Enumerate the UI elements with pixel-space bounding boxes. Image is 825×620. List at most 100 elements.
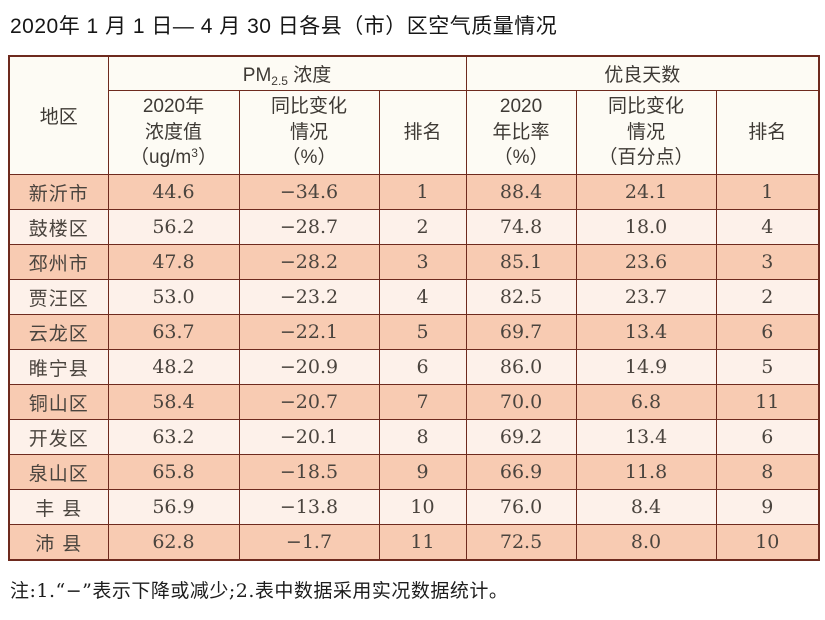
table-row: 贾汪区 53.0 −23.2 4 82.5 23.7 2 bbox=[8, 279, 820, 315]
cell-pm25-value: 63.7 bbox=[107, 314, 240, 350]
cell-region: 丰 县 bbox=[8, 489, 109, 525]
cell-good-rank: 8 bbox=[715, 454, 820, 490]
cell-good-rank: 6 bbox=[715, 314, 820, 350]
cell-region: 新沂市 bbox=[8, 174, 109, 210]
footnote: 注:1.“−”表示下降或减少;2.表中数据采用实况数据统计。 bbox=[10, 580, 509, 602]
cell-good-rank: 4 bbox=[715, 209, 820, 245]
page-title: 2020年 1 月 1 日— 4 月 30 日各县（市）区空气质量情况 bbox=[10, 15, 558, 38]
pm25-label-subscript: 2.5 bbox=[271, 74, 288, 88]
col-header-pm25-value: 2020年 浓度值 （ug/m3） bbox=[107, 90, 240, 175]
col-group-pm25: PM2.5 浓度 bbox=[107, 55, 467, 91]
cell-good-rank: 9 bbox=[715, 489, 820, 525]
cell-good-change: 23.7 bbox=[575, 279, 717, 315]
cell-pm25-value: 65.8 bbox=[107, 454, 240, 490]
cell-region: 开发区 bbox=[8, 419, 109, 455]
cell-good-change: 24.1 bbox=[575, 174, 717, 210]
table-row: 沛 县 62.8 −1.7 11 72.5 8.0 10 bbox=[8, 524, 820, 561]
cell-pm25-change: −20.7 bbox=[238, 384, 380, 420]
table-row: 云龙区 63.7 −22.1 5 69.7 13.4 6 bbox=[8, 314, 820, 350]
cell-region: 邳州市 bbox=[8, 244, 109, 280]
cell-pm25-change: −23.2 bbox=[238, 279, 380, 315]
air-quality-table: 地区 PM2.5 浓度 优良天数 2020年 浓度值 （ug/m3） 同比变化 … bbox=[8, 55, 821, 561]
cell-pm25-value: 48.2 bbox=[107, 349, 240, 385]
cell-pm25-change: −22.1 bbox=[238, 314, 380, 350]
cell-region: 鼓楼区 bbox=[8, 209, 109, 245]
table-header: 地区 PM2.5 浓度 优良天数 2020年 浓度值 （ug/m3） 同比变化 … bbox=[8, 55, 820, 175]
header-group-row: 地区 PM2.5 浓度 优良天数 bbox=[8, 55, 820, 175]
cell-pm25-change: −18.5 bbox=[238, 454, 380, 490]
cell-pm25-rank: 1 bbox=[378, 174, 467, 210]
col-header-good-rank: 排名 bbox=[715, 90, 820, 175]
cell-pm25-rank: 9 bbox=[378, 454, 467, 490]
cell-good-change: 13.4 bbox=[575, 419, 717, 455]
cell-good-rank: 10 bbox=[715, 524, 820, 561]
table-row: 丰 县 56.9 −13.8 10 76.0 8.4 9 bbox=[8, 489, 820, 525]
pm25-value-header-line1: 2020年 bbox=[142, 96, 205, 118]
cell-pm25-value: 63.2 bbox=[107, 419, 240, 455]
cell-good-ratio: 74.8 bbox=[465, 209, 577, 245]
cell-pm25-rank: 8 bbox=[378, 419, 467, 455]
cell-pm25-rank: 10 bbox=[378, 489, 467, 525]
pm25-value-header-line2: 浓度值 bbox=[144, 121, 202, 143]
cell-pm25-change: −34.6 bbox=[238, 174, 380, 210]
pm25-value-header-line3: （ug/m3） bbox=[109, 145, 238, 171]
cell-pm25-value: 62.8 bbox=[107, 524, 240, 561]
cell-good-change: 14.9 bbox=[575, 349, 717, 385]
cell-good-ratio: 86.0 bbox=[465, 349, 577, 385]
col-header-pm25-change: 同比变化 情况 （%） bbox=[238, 90, 380, 175]
cell-good-rank: 2 bbox=[715, 279, 820, 315]
cell-good-ratio: 85.1 bbox=[465, 244, 577, 280]
pm25-label-prefix: PM bbox=[242, 65, 272, 86]
table-row: 睢宁县 48.2 −20.9 6 86.0 14.9 5 bbox=[8, 349, 820, 385]
cell-pm25-value: 53.0 bbox=[107, 279, 240, 315]
cell-region: 睢宁县 bbox=[8, 349, 109, 385]
cell-good-ratio: 76.0 bbox=[465, 489, 577, 525]
cell-good-ratio: 69.7 bbox=[465, 314, 577, 350]
col-group-good-days: 优良天数 bbox=[465, 55, 820, 91]
cell-region: 泉山区 bbox=[8, 454, 109, 490]
cell-pm25-rank: 2 bbox=[378, 209, 467, 245]
cell-pm25-rank: 4 bbox=[378, 279, 467, 315]
pm25-unit-superscript: 3 bbox=[191, 146, 198, 161]
cell-good-change: 23.6 bbox=[575, 244, 717, 280]
cell-pm25-rank: 3 bbox=[378, 244, 467, 280]
table-row: 泉山区 65.8 −18.5 9 66.9 11.8 8 bbox=[8, 454, 820, 490]
cell-pm25-change: −28.7 bbox=[238, 209, 380, 245]
header-sub-row: 2020年 浓度值 （ug/m3） 同比变化 情况 （%） 排名 2020 年比… bbox=[9, 90, 820, 175]
cell-good-ratio: 69.2 bbox=[465, 419, 577, 455]
pm25-unit-prefix: （ug/m bbox=[130, 147, 192, 169]
cell-region: 贾汪区 bbox=[8, 279, 109, 315]
cell-good-rank: 6 bbox=[715, 419, 820, 455]
table-row: 铜山区 58.4 −20.7 7 70.0 6.8 11 bbox=[8, 384, 820, 420]
cell-good-ratio: 82.5 bbox=[465, 279, 577, 315]
pm25-label-suffix: 浓度 bbox=[287, 65, 332, 86]
cell-pm25-change: −20.9 bbox=[238, 349, 380, 385]
cell-pm25-rank: 7 bbox=[378, 384, 467, 420]
col-header-good-ratio: 2020 年比率 （%） bbox=[465, 90, 577, 175]
cell-good-rank: 1 bbox=[715, 174, 820, 210]
table-row: 邳州市 47.8 −28.2 3 85.1 23.6 3 bbox=[8, 244, 820, 280]
cell-good-ratio: 66.9 bbox=[465, 454, 577, 490]
cell-good-change: 6.8 bbox=[575, 384, 717, 420]
cell-good-rank: 3 bbox=[715, 244, 820, 280]
cell-good-ratio: 70.0 bbox=[465, 384, 577, 420]
cell-region: 云龙区 bbox=[8, 314, 109, 350]
cell-pm25-rank: 6 bbox=[378, 349, 467, 385]
table-row: 开发区 63.2 −20.1 8 69.2 13.4 6 bbox=[8, 419, 820, 455]
cell-good-rank: 11 bbox=[715, 384, 820, 420]
cell-pm25-rank: 5 bbox=[378, 314, 467, 350]
cell-good-change: 8.0 bbox=[575, 524, 717, 561]
cell-good-ratio: 88.4 bbox=[465, 174, 577, 210]
cell-pm25-change: −20.1 bbox=[238, 419, 380, 455]
cell-good-change: 13.4 bbox=[575, 314, 717, 350]
cell-pm25-change: −28.2 bbox=[238, 244, 380, 280]
cell-good-change: 8.4 bbox=[575, 489, 717, 525]
cell-region: 沛 县 bbox=[8, 524, 109, 561]
cell-region: 铜山区 bbox=[8, 384, 109, 420]
table-row: 新沂市 44.6 −34.6 1 88.4 24.1 1 bbox=[8, 174, 820, 210]
cell-pm25-value: 56.9 bbox=[107, 489, 240, 525]
cell-pm25-value: 47.8 bbox=[107, 244, 240, 280]
col-header-region: 地区 bbox=[8, 55, 109, 175]
cell-pm25-change: −1.7 bbox=[238, 524, 380, 561]
